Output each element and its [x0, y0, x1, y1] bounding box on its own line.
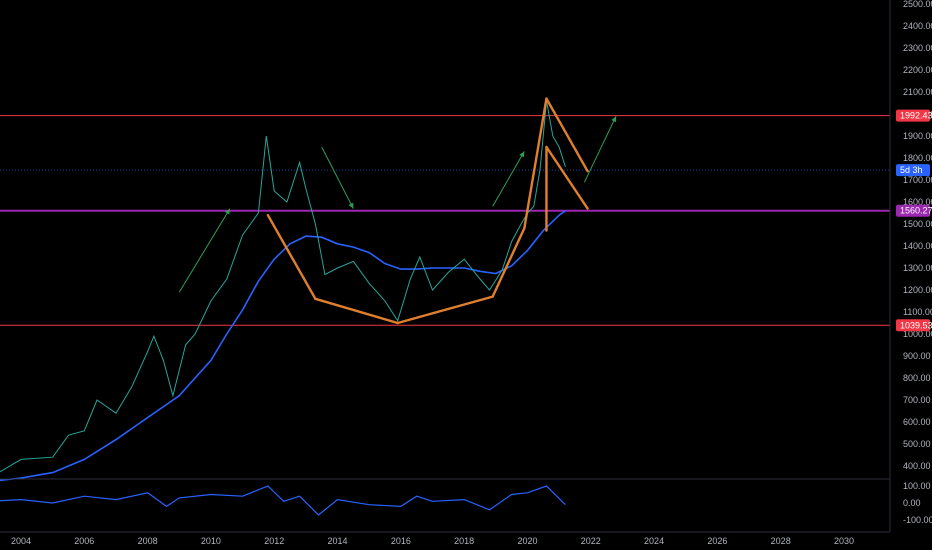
- time-tick-label: 2026: [707, 536, 727, 546]
- price-tag-label: 1039.53: [900, 320, 932, 330]
- price-series-line: [0, 100, 566, 473]
- time-tick-label: 2004: [11, 536, 31, 546]
- time-tick-label: 2022: [581, 536, 601, 546]
- horizontal-levels: [0, 115, 890, 326]
- oscillator-pane: [0, 485, 566, 516]
- pattern-line-6: [545, 145, 589, 210]
- price-tag-bg: [896, 204, 930, 217]
- trend-arrow-head-3: [611, 116, 617, 123]
- price-tag-bg: [896, 319, 930, 332]
- price-tick-label: 1300.00: [903, 263, 932, 273]
- time-tick-label: 2018: [454, 536, 474, 546]
- pattern-line-3: [491, 227, 526, 298]
- price-tick-label: 600.00: [903, 417, 931, 427]
- price-tick-label: 1800.00: [903, 153, 932, 163]
- trend-arrow-1: [321, 146, 354, 209]
- price-tick-label: 1600.00: [903, 197, 932, 207]
- trend-arrow-head-0: [224, 208, 230, 215]
- price-tick-label: 1100.00: [903, 307, 932, 317]
- time-tick-label: 2016: [391, 536, 411, 546]
- oscillator-tick-label: 100.00: [903, 481, 931, 491]
- price-tick-label: 500.00: [903, 439, 931, 449]
- pattern-line-4: [523, 97, 548, 230]
- price-tick-label: 1900.00: [903, 131, 932, 141]
- trend-arrow-3: [583, 115, 617, 183]
- time-tick-label: 2006: [74, 536, 94, 546]
- price-tick-label: 1000.00: [903, 329, 932, 339]
- price-tick-label: 2500.00: [903, 0, 932, 9]
- time-tick-label: 2012: [264, 536, 284, 546]
- price-tick-label: 1200.00: [903, 285, 932, 295]
- time-axis-ticks: 2004 2006 2008 2010 2012 2014 2016 2018 2020 2022…: [11, 536, 854, 546]
- pattern-line-5: [545, 97, 589, 173]
- price-tick-label: 800.00: [903, 373, 931, 383]
- price-tags: 1992.43 1560.27 1039.53 5d 3h: [896, 109, 932, 332]
- trend-arrow-head-1: [348, 202, 354, 209]
- time-tick-label: 2020: [517, 536, 537, 546]
- oscillator-tick-label: -100.00: [903, 515, 932, 525]
- moving-average-line: [0, 210, 566, 482]
- price-tag-bg: [896, 164, 930, 177]
- time-tick-label: 2008: [138, 536, 158, 546]
- price-tag-label: 5d 3h: [900, 165, 923, 175]
- oscillator-line: [0, 485, 566, 516]
- price-tick-label: 1500.00: [903, 219, 932, 229]
- pattern-line-0: [266, 213, 317, 300]
- price-tick-label: 900.00: [903, 351, 931, 361]
- price-tick-label: 2100.00: [903, 87, 932, 97]
- oscillator-axis-ticks: 100.00 0.00 -100.00: [903, 481, 932, 525]
- trend-arrow-2: [492, 151, 525, 207]
- price-tick-label: 400.00: [903, 461, 931, 471]
- time-tick-label: 2028: [771, 536, 791, 546]
- time-axis[interactable]: 2004 2006 2008 2010 2012 2014 2016 2018 2020 2022…: [0, 531, 890, 546]
- time-tick-label: 2014: [328, 536, 348, 546]
- price-tick-label: 2400.00: [903, 21, 932, 31]
- price-tag-label: 1560.27: [900, 206, 932, 216]
- price-tick-label: 700.00: [903, 395, 931, 405]
- price-tick-label: 1400.00: [903, 241, 932, 251]
- price-tag-label: 1992.43: [900, 111, 932, 121]
- pattern-line-2: [396, 295, 494, 325]
- price-tick-label: 2300.00: [903, 43, 932, 53]
- price-tick-label: 1700.00: [903, 175, 932, 185]
- price-axis[interactable]: 400.00 500.00 600.00 700.00 800.00 900.00 1000…: [889, 0, 932, 532]
- drawing-annotations: [178, 97, 617, 325]
- time-tick-label: 2030: [834, 536, 854, 546]
- price-tick-label: 2200.00: [903, 65, 932, 75]
- price-tag-bg: [896, 109, 930, 122]
- trend-arrow-head-2: [519, 151, 525, 158]
- pattern-line-1: [314, 297, 399, 325]
- price-pane: [0, 97, 890, 482]
- time-tick-label: 2010: [201, 536, 221, 546]
- oscillator-tick-label: 0.00: [903, 498, 921, 508]
- trend-arrow-0: [178, 208, 231, 293]
- time-tick-label: 2024: [644, 536, 664, 546]
